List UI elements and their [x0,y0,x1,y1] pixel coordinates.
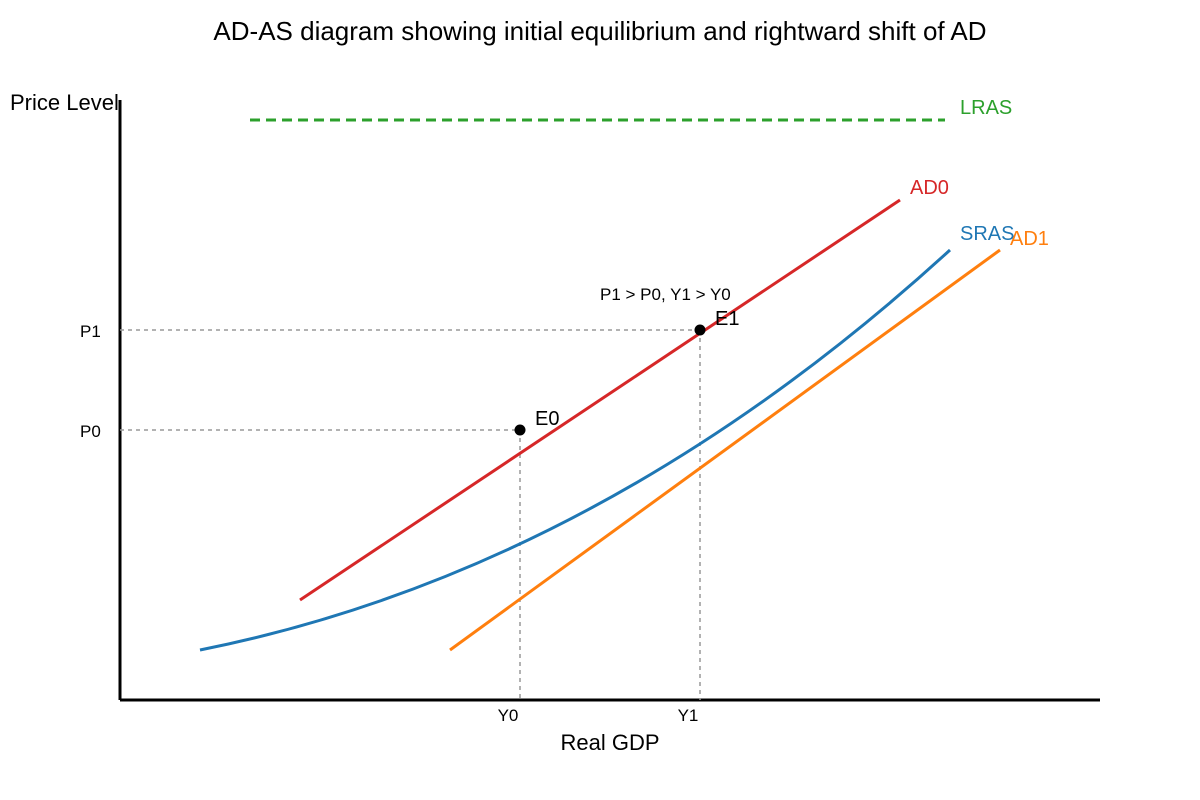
sras-label: SRAS [960,223,1014,245]
tick-label-p0: P0 [80,422,101,441]
comparison-annotation: P1 > P0, Y1 > Y0 [600,285,731,304]
ad1-label: AD1 [1010,228,1049,250]
e1-label: E1 [715,308,739,330]
tick-label-y0: Y0 [498,706,519,725]
ad1-curve [449,248,1001,652]
ad0-curve [299,198,901,602]
e1-point [694,324,706,336]
tick-label-p1: P1 [80,322,101,341]
x-axis-title: Real GDP [560,730,659,755]
tick-label-y1: Y1 [678,706,699,725]
e0-label: E0 [535,408,559,430]
ad0-label: AD0 [910,177,949,199]
y-axis-title: Price Level [10,90,119,115]
lras-label: LRAS [960,97,1012,119]
e0-point [514,424,526,436]
sras-curve [199,248,952,652]
diagram-title: AD-AS diagram showing initial equilibriu… [213,16,986,46]
